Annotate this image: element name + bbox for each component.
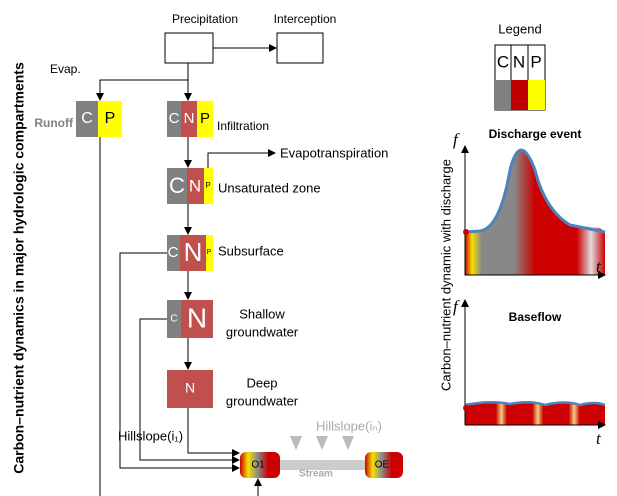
c-cell [76,101,98,137]
evap: Evap. [50,62,81,76]
label: groundwater [226,324,299,339]
c-cell [167,101,181,137]
label: Infiltration [217,119,269,133]
y-label: f [453,297,460,316]
label: Unsaturated zone [218,180,321,195]
outlet-label: OE [375,460,390,471]
precipitation: Precipitation [172,12,238,26]
y-label: f [453,130,460,149]
outlet-label: O1 [251,460,265,471]
discharge-area [465,150,605,275]
stream-band [280,460,366,470]
interception: Interception [274,12,337,26]
hillslope-last: Hillslope(iₙ) [316,418,382,433]
legend-letter: P [530,52,541,71]
n-cell [181,101,197,137]
letter: P [205,181,210,190]
c-cell [167,300,181,338]
letter: P [200,110,210,127]
letter: P [105,110,116,127]
p-cell [197,101,213,137]
hillslope-triangles [290,436,354,450]
plot-title: Baseflow [509,310,562,324]
letter: C [169,173,185,198]
c-cell [167,235,180,271]
start-dot [463,405,469,411]
x-label: t [596,429,602,448]
arrow [139,318,240,464]
letter: N [184,110,195,127]
letter: C [170,314,177,325]
letter: N [184,237,203,267]
legend-swatch [495,80,511,110]
c-cell [167,168,187,204]
evapotranspiration: Evapotranspiration [280,145,388,160]
arrow [207,149,276,168]
letter: C [81,110,93,127]
letter: P [207,249,212,256]
discharge-curve [464,148,606,234]
precip-box [164,32,214,64]
label: groundwater [226,393,299,408]
letter: C [168,244,179,261]
p-cell [204,168,213,204]
x-label: t [596,257,602,276]
baseflow-curve [464,401,606,407]
hillslope-first: Hillslope(i₁) [118,428,183,443]
arrow [119,252,240,472]
letter: C [169,110,180,127]
label: Deep [246,375,277,390]
right-title: Carbon–nutrient dynamic with discharge [438,159,453,391]
plot-title: Discharge event [489,127,582,141]
runoff-label: Runoff [34,116,74,130]
legend-swatch [528,80,545,110]
start-dot [463,229,469,235]
left-title: Carbon–nutrient dynamics in major hydrol… [11,62,27,474]
outlet [365,452,403,478]
n-cell [187,168,204,204]
legend-swatch [511,80,528,110]
baseflow-area [465,402,605,425]
outlet [240,452,280,478]
letter: N [185,380,195,396]
n-cell [180,235,206,271]
label: Subsurface [218,243,284,258]
n-cell [167,370,213,408]
legend-title: Legend [498,21,541,36]
interception-box [276,32,324,64]
p-cell [98,101,122,137]
stream-label: Stream [299,469,333,480]
legend-letter: N [513,52,525,71]
p-cell [206,235,213,271]
label: Shallow [239,306,285,321]
arrow [187,408,240,457]
arrow [96,63,189,101]
legend-letter: C [497,52,509,71]
letter: N [189,176,201,195]
n-cell [181,300,213,338]
letter: N [187,302,207,333]
